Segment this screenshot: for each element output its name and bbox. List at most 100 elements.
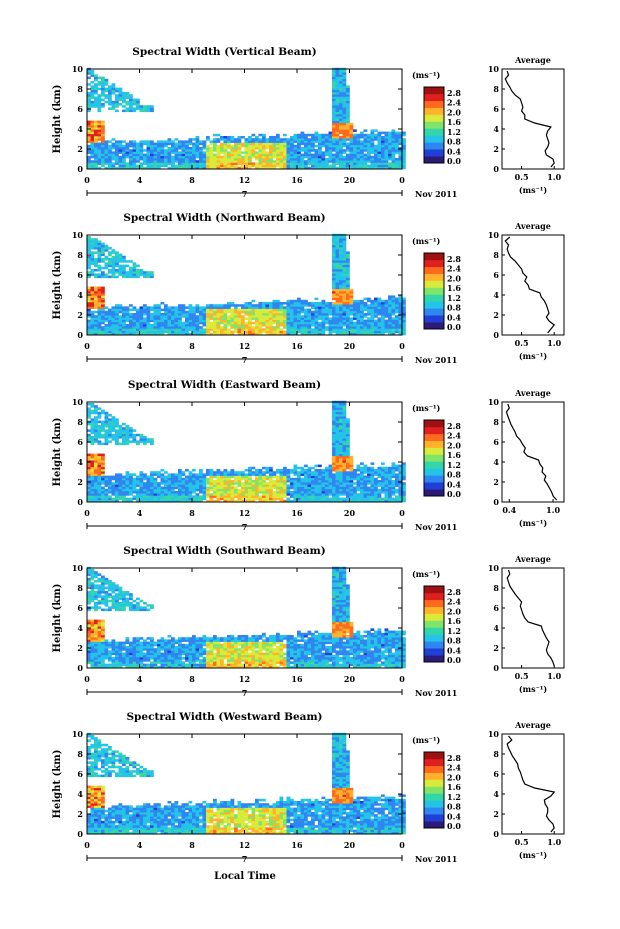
colorbar-tick-label: 1.6 (447, 450, 461, 460)
y-tick-label: 2 (77, 310, 83, 320)
y-axis-label: Height (km) (52, 418, 63, 487)
colorbar-segment (424, 287, 444, 295)
colorbar-segment (424, 772, 444, 780)
colorbar-segment (424, 266, 444, 274)
colorbar-segment (424, 420, 444, 428)
panel-1: Spectral Width (Northward Beam) 0 2 4 6 8 10 He… (52, 212, 565, 365)
y-tick-label: 0 (77, 497, 83, 507)
colorbar-tick-label: 2.4 (447, 597, 461, 607)
average-y-tick-label: 8 (493, 250, 499, 260)
y-tick-label: 2 (77, 809, 83, 819)
x-tick-label: 16 (291, 674, 303, 684)
colorbar-segment (424, 128, 444, 136)
average-frame (501, 234, 565, 336)
colorbar-segment (424, 121, 444, 129)
y-tick-label: 10 (72, 64, 84, 74)
panel-2: Spectral Width (Eastward Beam) 0 2 4 6 8 10 Hei… (52, 379, 565, 532)
x-tick-label: 0 (84, 840, 90, 850)
colorbar-tick-label: 0.0 (447, 655, 461, 665)
colorbar-segment (424, 613, 444, 621)
y-tick-label: 0 (77, 330, 83, 340)
average-frame (501, 733, 565, 835)
colorbar-segment (424, 461, 444, 469)
colorbar-segment (424, 586, 444, 594)
x-tick-label: 20 (344, 341, 356, 351)
colorbar-segment (424, 149, 444, 157)
colorbar-segment (424, 454, 444, 462)
x-tick-label: 8 (189, 175, 195, 185)
colorbar-tick-label: 2.4 (447, 98, 461, 108)
x-tick-label: 4 (137, 508, 143, 518)
average-y-tick-label: 0 (493, 164, 499, 174)
x-tick-label: 8 (189, 508, 195, 518)
y-tick-label: 0 (77, 164, 83, 174)
y-tick-label: 4 (77, 124, 83, 134)
colorbar-segment (424, 606, 444, 614)
x-tick-label: 12 (239, 840, 250, 850)
colorbar-tick-label: 2.8 (447, 753, 461, 763)
average-title: Average (514, 388, 551, 398)
y-tick-label: 8 (77, 84, 83, 94)
average-profile-line (504, 70, 555, 168)
colorbar-segment (424, 294, 444, 302)
average-y-tick-label: 10 (488, 64, 500, 74)
colorbar-tick-label: 1.6 (447, 283, 461, 293)
colorbar-segment (424, 821, 444, 829)
average-x-axis-label: (ms⁻¹) (519, 684, 547, 694)
y-tick-label: 2 (77, 144, 83, 154)
y-tick-label: 6 (77, 437, 83, 447)
date-label: Nov 2011 (415, 688, 457, 698)
average-x-axis-label: (ms⁻¹) (519, 518, 547, 528)
date-marker: 7 (242, 522, 248, 532)
colorbar-segment (424, 87, 444, 95)
colorbar-segment (424, 655, 444, 663)
average-x-tick-label: 1.0 (547, 172, 561, 182)
colorbar-tick-label: 0.4 (447, 312, 461, 322)
colorbar-segment (424, 641, 444, 649)
x-tick-label: 12 (239, 175, 250, 185)
colorbar-segment (424, 482, 444, 490)
x-tick-label: 20 (344, 508, 356, 518)
y-tick-label: 10 (72, 563, 84, 573)
colorbar-tick-label: 0.8 (447, 470, 461, 480)
average-x-tick-label: 0.5 (515, 172, 529, 182)
colorbar-frame (423, 419, 445, 497)
colorbar-segment (424, 468, 444, 476)
colorbar-tick-label: 0.0 (447, 821, 461, 831)
colorbar-tick-label: 0.4 (447, 479, 461, 489)
panel-0: Spectral Width (Vertical Beam) 0 2 4 6 8 10 Hei… (52, 46, 565, 199)
x-tick-label: 0 (399, 508, 405, 518)
y-tick-label: 0 (77, 663, 83, 673)
x-tick-label: 16 (291, 508, 303, 518)
colorbar-tick-label: 1.2 (447, 792, 461, 802)
x-tick-label: 4 (137, 674, 143, 684)
average-x-axis-label: (ms⁻¹) (519, 185, 547, 195)
colorbar-segment (424, 253, 444, 261)
x-tick-label: 8 (189, 674, 195, 684)
x-tick-label: 20 (344, 674, 356, 684)
average-x-tick-label: 1.0 (547, 338, 561, 348)
date-label: Nov 2011 (415, 522, 457, 532)
x-tick-label: 0 (84, 175, 90, 185)
heatmap-field (87, 566, 406, 669)
x-tick-label: 4 (137, 175, 143, 185)
average-y-tick-label: 4 (493, 623, 499, 633)
average-x-tick-label: 1.0 (547, 837, 561, 847)
average-y-tick-label: 6 (493, 437, 499, 447)
average-x-tick-label: 0.5 (515, 837, 529, 847)
colorbar-segment (424, 620, 444, 628)
date-label: Nov 2011 (415, 189, 457, 199)
average-y-tick-label: 0 (493, 330, 499, 340)
y-tick-label: 6 (77, 104, 83, 114)
panel-title: Spectral Width (Westward Beam) (126, 711, 322, 723)
colorbar-tick-label: 0.0 (447, 322, 461, 332)
colorbar-tick-label: 2.0 (447, 273, 461, 283)
colorbar-tick-label: 1.2 (447, 293, 461, 303)
average-y-tick-label: 8 (493, 417, 499, 427)
average-y-tick-label: 6 (493, 270, 499, 280)
colorbar-segment (424, 433, 444, 441)
average-frame (501, 68, 565, 170)
panel-4: Spectral Width (Westward Beam) 0 2 4 6 8 10 Hei… (52, 711, 565, 864)
colorbar-unit: (ms⁻¹) (412, 236, 440, 246)
colorbar-segment (424, 107, 444, 115)
